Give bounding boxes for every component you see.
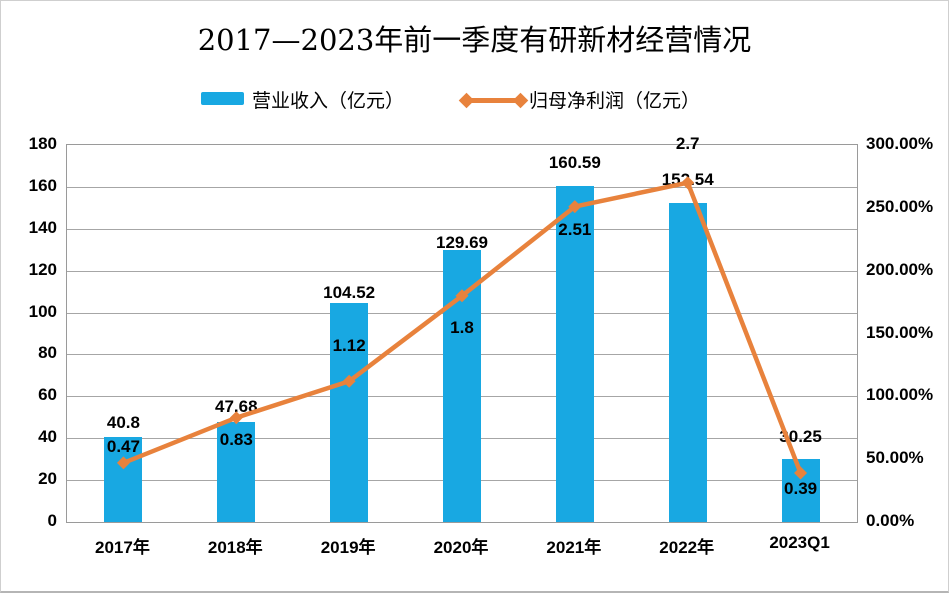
plot-area: 40.847.68104.52129.69160.59152.5430.250.… [66,134,858,523]
bar-value-label: 160.59 [548,153,601,173]
y-axis-tick-left: 100 [28,301,57,321]
x-axis-label: 2019年 [320,538,376,557]
y-axis-tick-left: 60 [38,385,57,405]
gridline [67,228,857,230]
diamond-marker-icon [455,289,469,303]
y-axis-tick-left: 180 [28,134,57,153]
revenue-bar [555,185,594,522]
legend-bar-swatch [201,92,244,105]
x-axis-label: 2021年 [546,538,602,557]
y-axis-tick-left: 0 [47,511,57,530]
profit-line-chart [116,176,808,480]
y-axis-tick-left: 120 [28,259,57,279]
line-value-label: 1.8 [450,318,474,338]
diamond-marker-icon [342,374,356,388]
bar-value-label: 47.68 [215,396,258,416]
y-axis-tick-right: 300.00% [866,134,934,153]
diamond-marker-icon [794,466,808,480]
legend-line-marker [458,92,529,109]
y-axis-tick-left: 140 [28,217,57,237]
diamond-icon [512,92,529,109]
line-value-label: 2.51 [558,220,592,240]
chart-title: 2017—2023年前一季度有研新材经营情况 [197,23,752,57]
line-value-label: 1.12 [332,335,366,355]
line-value-label: 0.39 [784,479,818,499]
line-value-label: 0.83 [219,430,253,450]
bar-value-label: 40.8 [106,413,140,433]
revenue-bar [104,436,143,522]
y-axis-tick-left: 40 [38,427,57,447]
x-axis-label: 2020年 [433,538,489,557]
diamond-marker-icon [681,176,695,190]
x-axis-label: 2023Q1 [769,533,830,552]
legend-label-revenue: 营业收入（亿元） [252,90,405,112]
y-axis-tick-right: 150.00% [866,322,934,342]
y-axis-tick-left: 80 [38,343,57,363]
diamond-icon [458,92,475,109]
x-axis-label: 2022年 [659,538,715,557]
y-axis-tick-right: 200.00% [866,259,934,279]
y-axis-tick-right: 100.00% [866,385,934,405]
revenue-bar [330,303,369,522]
revenue-bar [668,202,707,522]
legend-line-segment [465,98,523,103]
diamond-marker-icon [568,200,582,214]
bar-value-label: 104.52 [323,282,376,302]
legend-label-profit: 归母净利润（亿元） [529,90,701,112]
gridline [67,186,857,188]
x-axis-label: 2017年 [95,538,150,557]
y-axis-tick-right: 250.00% [866,196,934,216]
x-axis-label: 2018年 [207,538,263,557]
y-axis-tick-left: 160 [28,175,57,195]
diamond-marker-icon [229,411,243,425]
y-axis-tick-left: 20 [38,469,57,489]
line-value-label: 2.7 [675,134,700,154]
line-value-label: 0.47 [106,437,140,457]
y-axis-tick-right: 50.00% [866,448,924,468]
revenue-bar [217,422,256,522]
y-axis-tick-right: 0.00% [866,511,915,530]
diamond-marker-icon [116,456,130,470]
bar-value-label: 129.69 [436,232,488,252]
